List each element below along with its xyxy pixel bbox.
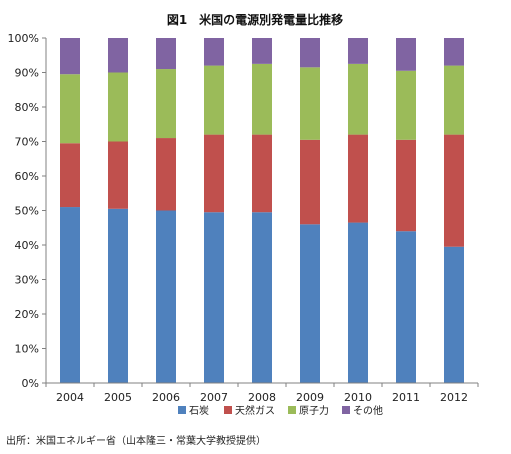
bar-2006-series-2 <box>156 69 176 139</box>
x-tick-label: 2005 <box>104 391 132 404</box>
bar-2005-series-0 <box>108 208 128 383</box>
bar-2005-series-3 <box>108 38 128 73</box>
bar-2004-series-2 <box>60 74 80 144</box>
bar-2008-series-1 <box>252 134 272 213</box>
x-tick-label: 2011 <box>392 391 420 404</box>
x-tick-label: 2006 <box>152 391 180 404</box>
y-tick-label: 80% <box>15 101 39 114</box>
bar-2005-series-1 <box>108 141 128 209</box>
legend-swatch <box>342 406 350 414</box>
bar-2004-series-3 <box>60 38 80 75</box>
bar-2011-series-1 <box>396 139 416 232</box>
bar-2004-series-1 <box>60 143 80 208</box>
bar-2007-series-1 <box>204 134 224 213</box>
bar-2010-series-3 <box>348 38 368 64</box>
legend-swatch <box>224 406 232 414</box>
bar-2004-series-0 <box>60 207 80 383</box>
y-tick-label: 20% <box>15 308 39 321</box>
bar-2005-series-2 <box>108 72 128 142</box>
legend: 石炭 天然ガス 原子力 その他 <box>178 404 383 417</box>
y-tick-label: 50% <box>15 205 39 218</box>
legend-swatch <box>288 406 296 414</box>
x-axis: 2004 2005 2006 2007 2008 2009 2010 2011 2012 <box>45 382 479 404</box>
bar-2011-series-2 <box>396 70 416 140</box>
legend-label: 原子力 <box>299 404 329 417</box>
bar-series-group <box>60 38 464 383</box>
legend-label: 石炭 <box>189 405 209 417</box>
bar-2010-series-2 <box>348 63 368 135</box>
bar-2012-series-0 <box>444 246 464 383</box>
bar-2009-series-3 <box>300 38 320 68</box>
source-note: 出所：米国エネルギー省（山本隆三・常葉大学教授提供） <box>6 436 266 447</box>
x-tick-label: 2008 <box>248 391 276 404</box>
y-tick-label: 70% <box>15 136 39 149</box>
legend-swatch <box>178 406 186 414</box>
y-tick-label: 10% <box>15 343 39 356</box>
bar-2011-series-0 <box>396 231 416 383</box>
x-tick-label: 2004 <box>56 391 84 404</box>
bar-2008-series-2 <box>252 63 272 135</box>
y-tick-label: 90% <box>15 67 39 80</box>
y-axis: 0% 10% 20% 30% 40% 50% 60% 70% 80% 90% 100% <box>8 32 47 390</box>
bar-2012-series-2 <box>444 65 464 135</box>
x-tick-label: 2010 <box>344 391 372 404</box>
bar-2006-series-1 <box>156 138 176 211</box>
bar-2010-series-1 <box>348 134 368 223</box>
bar-2012-series-3 <box>444 38 464 66</box>
x-tick-label: 2009 <box>296 391 324 404</box>
y-tick-label: 30% <box>15 274 39 287</box>
bar-2012-series-1 <box>444 134 464 247</box>
y-tick-label: 100% <box>8 32 39 45</box>
bar-2006-series-0 <box>156 210 176 383</box>
y-tick-label: 0% <box>22 377 39 390</box>
legend-label: 天然ガス <box>235 404 275 417</box>
bar-2007-series-3 <box>204 38 224 66</box>
bar-2009-series-1 <box>300 139 320 225</box>
y-tick-label: 60% <box>15 170 39 183</box>
chart-title: 図1 米国の電源別発電量比推移 <box>167 12 343 27</box>
bar-2006-series-3 <box>156 38 176 70</box>
bar-2008-series-0 <box>252 212 272 383</box>
x-tick-label: 2007 <box>200 391 228 404</box>
y-tick-label: 40% <box>15 239 39 252</box>
legend-label: その他 <box>353 404 383 417</box>
bar-2011-series-3 <box>396 38 416 71</box>
bar-2009-series-0 <box>300 224 320 383</box>
bar-2009-series-2 <box>300 67 320 140</box>
x-tick-label: 2012 <box>440 391 468 404</box>
bar-2008-series-3 <box>252 38 272 64</box>
bar-2007-series-2 <box>204 65 224 135</box>
bar-2007-series-0 <box>204 212 224 383</box>
bar-2010-series-0 <box>348 222 368 383</box>
